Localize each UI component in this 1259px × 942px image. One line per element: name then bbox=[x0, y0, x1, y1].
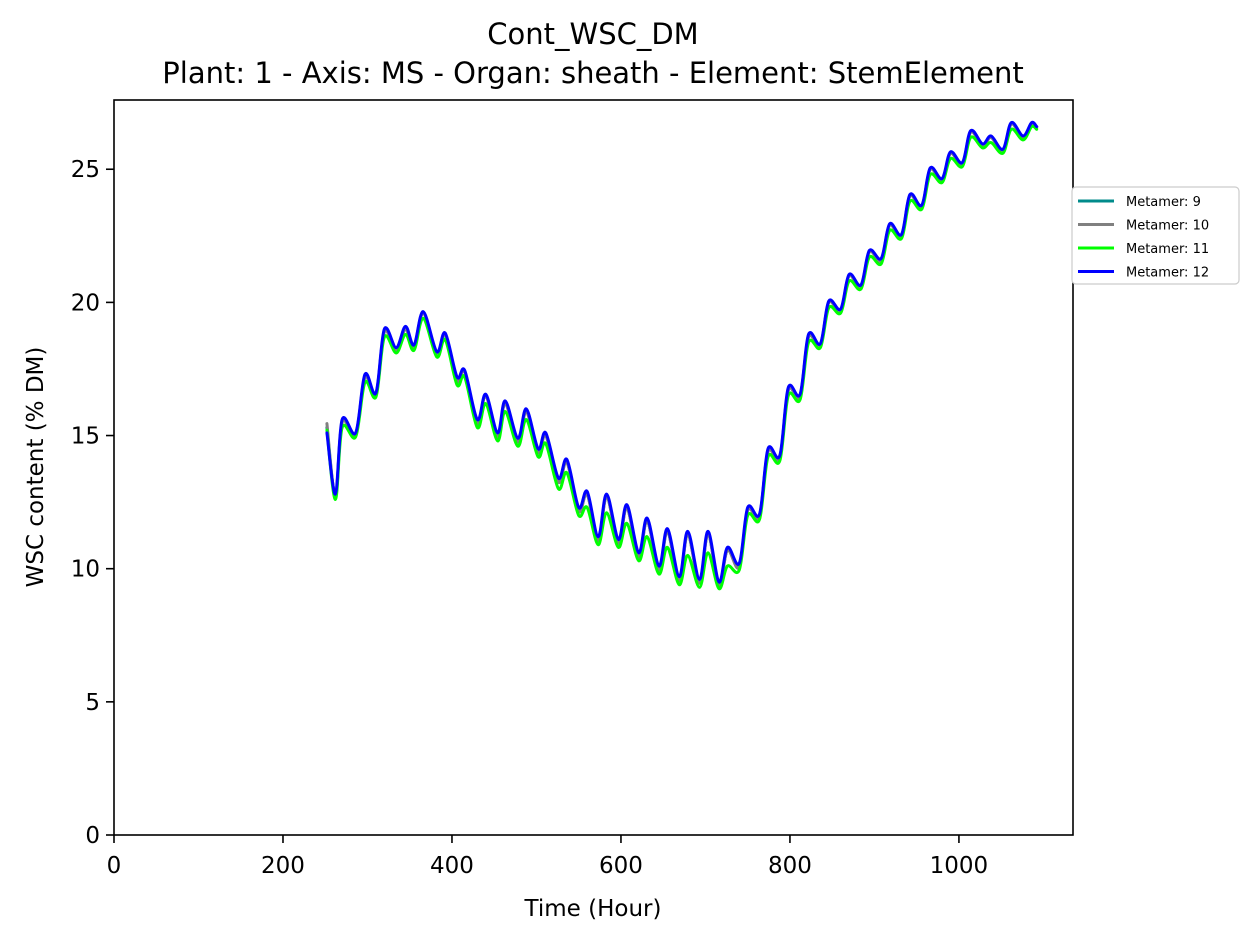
plot-background bbox=[114, 100, 1073, 835]
legend: Metamer: 9 Metamer: 10 Metamer: 11 Metamer:… bbox=[1071, 186, 1240, 285]
legend-entry-label: Metamer: 11 bbox=[1126, 242, 1209, 257]
plot-frame bbox=[113, 99, 1074, 836]
legend-items: Metamer: 9 Metamer: 10 Metamer: 11 Metamer:… bbox=[1078, 195, 1209, 281]
legend-entry-label: Metamer: 12 bbox=[1126, 266, 1209, 281]
series-layer bbox=[325, 120, 1039, 591]
y-axis-label: WSC content (% DM) bbox=[23, 347, 49, 588]
chart-subtitle: Plant: 1 - Axis: MS - Organ: sheath - El… bbox=[162, 56, 1023, 90]
x-tick-label: 0 bbox=[107, 853, 122, 879]
series-line-3 bbox=[325, 124, 1039, 591]
x-tick-label: 400 bbox=[430, 853, 474, 879]
x-tick-label: 200 bbox=[261, 853, 305, 879]
plot-area bbox=[114, 100, 1073, 835]
chart-title: Cont_WSC_DM bbox=[487, 17, 698, 51]
y-tick-label: 20 bbox=[71, 290, 100, 316]
y-tick-label: 25 bbox=[71, 157, 100, 183]
legend-entry-label: Metamer: 10 bbox=[1126, 219, 1209, 234]
y-tick-label: 0 bbox=[85, 823, 100, 849]
series-line-4 bbox=[325, 120, 1039, 584]
legend-box bbox=[1071, 186, 1240, 285]
x-tick-label: 1000 bbox=[930, 853, 989, 879]
x-axis-ticks: 0 200 400 600 800 1000 bbox=[107, 835, 989, 879]
y-axis-ticks: 0 5 10 15 20 25 bbox=[71, 157, 114, 849]
y-tick-label: 15 bbox=[71, 424, 100, 450]
x-tick-label: 600 bbox=[599, 853, 643, 879]
legend-entry-label: Metamer: 9 bbox=[1126, 195, 1201, 210]
x-tick-label: 800 bbox=[768, 853, 812, 879]
y-tick-label: 5 bbox=[85, 690, 100, 716]
x-axis-label: Time (Hour) bbox=[524, 896, 662, 922]
y-tick-label: 10 bbox=[71, 557, 100, 583]
